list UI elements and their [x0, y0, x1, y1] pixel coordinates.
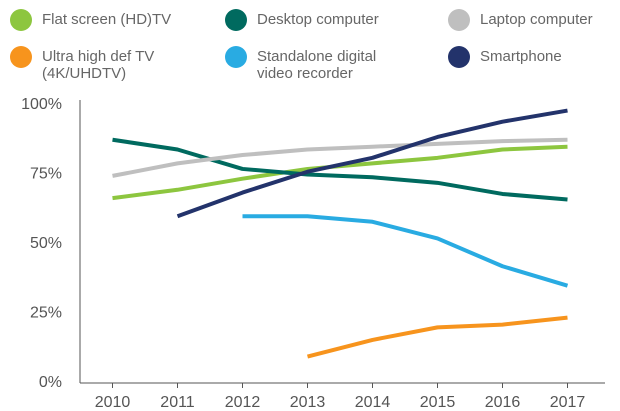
legend-swatch [448, 9, 470, 31]
x-tick-label: 2016 [485, 394, 521, 411]
y-tick-label: 25% [30, 305, 62, 322]
legend-item: Desktop computer [225, 9, 392, 31]
y-tick-label: 50% [30, 235, 62, 252]
legend-item: Ultra high def TV (4K/UHDTV) [10, 46, 177, 82]
y-tick-label: 100% [21, 96, 62, 113]
legend-label: Desktop computer [257, 11, 379, 28]
legend-label: Smartphone [480, 48, 562, 65]
x-tick-label: 2011 [160, 394, 195, 411]
x-tick-label: 2015 [420, 394, 456, 411]
x-tick-label: 2012 [225, 394, 261, 411]
legend-swatch [10, 9, 32, 31]
series-line [112, 144, 568, 201]
x-tick-label: 2010 [95, 394, 131, 411]
legend-swatch [10, 46, 32, 68]
x-tick-label: 2014 [355, 394, 391, 411]
legend-label: Standalone digital video recorder [257, 48, 377, 82]
legend-swatch [225, 46, 247, 68]
x-tick-label: 2013 [290, 394, 326, 411]
legend-item: Laptop computer [448, 9, 615, 31]
legend-label: Ultra high def TV (4K/UHDTV) [42, 48, 155, 82]
legend-label: Flat screen (HD)TV [42, 11, 172, 28]
series-line [112, 137, 568, 202]
y-tick-label: 75% [30, 166, 62, 183]
legend-item: Flat screen (HD)TV [10, 9, 177, 31]
legend-label: Laptop computer [480, 11, 593, 28]
legend-item: Smartphone [448, 46, 615, 68]
series-line [242, 214, 569, 288]
legend-swatch [225, 9, 247, 31]
legend-swatch [448, 46, 470, 68]
series-line [307, 315, 568, 359]
x-tick-label: 2017 [550, 394, 586, 411]
series-line [176, 108, 568, 219]
y-tick-label: 0% [39, 374, 62, 391]
legend-item: Standalone digital video recorder [225, 46, 392, 82]
series-line [112, 137, 568, 178]
